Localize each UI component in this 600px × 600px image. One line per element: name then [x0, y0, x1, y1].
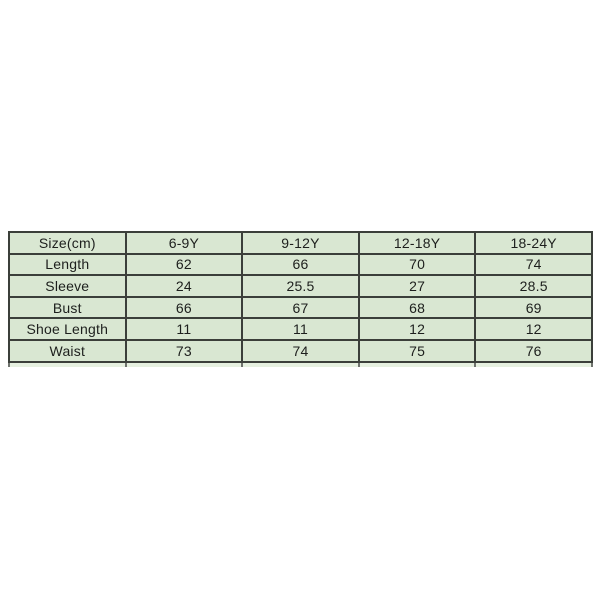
row-label: Shoe Length [8, 317, 127, 341]
table-header-row: Size(cm) 6-9Y 9-12Y 12-18Y 18-24Y [8, 231, 593, 255]
table-cell: 28.5 [474, 274, 593, 298]
table-cell: 75 [357, 338, 477, 363]
table-cell: 24 [124, 274, 244, 298]
row-label: Waist [8, 338, 127, 363]
table-cell: 70 [357, 252, 477, 277]
clipped-cell [10, 362, 127, 367]
size-chart-container: Size(cm) 6-9Y 9-12Y 12-18Y 18-24Y Length… [8, 231, 593, 367]
table-row-sleeve: Sleeve 24 25.5 27 28.5 [8, 274, 593, 298]
table-row-shoe-length: Shoe Length 11 11 12 12 [8, 317, 593, 341]
table-cell: 76 [474, 338, 593, 363]
table-cell: 25.5 [241, 274, 360, 298]
header-cell-6-9y: 6-9Y [124, 231, 244, 255]
table-cell: 66 [124, 295, 244, 320]
table-row-bust: Bust 66 67 68 69 [8, 295, 593, 320]
table-cell: 73 [124, 338, 244, 363]
row-label: Length [8, 252, 127, 277]
size-chart-table: Size(cm) 6-9Y 9-12Y 12-18Y 18-24Y Length… [8, 231, 593, 363]
header-cell-18-24y: 18-24Y [474, 231, 593, 255]
table-cell: 12 [474, 317, 593, 341]
clipped-cell [360, 362, 477, 367]
table-cell: 11 [241, 317, 360, 341]
table-row-length: Length 62 66 70 74 [8, 252, 593, 277]
table-cell: 12 [357, 317, 477, 341]
table-cell: 74 [474, 252, 593, 277]
row-label: Sleeve [8, 274, 127, 298]
table-cell: 62 [124, 252, 244, 277]
table-cell: 68 [357, 295, 477, 320]
clipped-cell [243, 362, 360, 367]
table-cell: 66 [241, 252, 360, 277]
table-row-waist: Waist 73 74 75 76 [8, 338, 593, 363]
header-cell-12-18y: 12-18Y [357, 231, 477, 255]
row-label: Bust [8, 295, 127, 320]
clipped-cell [476, 363, 591, 367]
table-cell: 67 [241, 295, 360, 320]
table-cell: 27 [357, 274, 477, 298]
header-cell-size-unit: Size(cm) [8, 231, 127, 255]
clipped-partial-row [8, 362, 593, 367]
clipped-cell [127, 362, 244, 367]
table-cell: 74 [241, 338, 360, 363]
header-cell-9-12y: 9-12Y [241, 231, 360, 255]
table-cell: 11 [124, 317, 244, 341]
table-cell: 69 [474, 295, 593, 320]
